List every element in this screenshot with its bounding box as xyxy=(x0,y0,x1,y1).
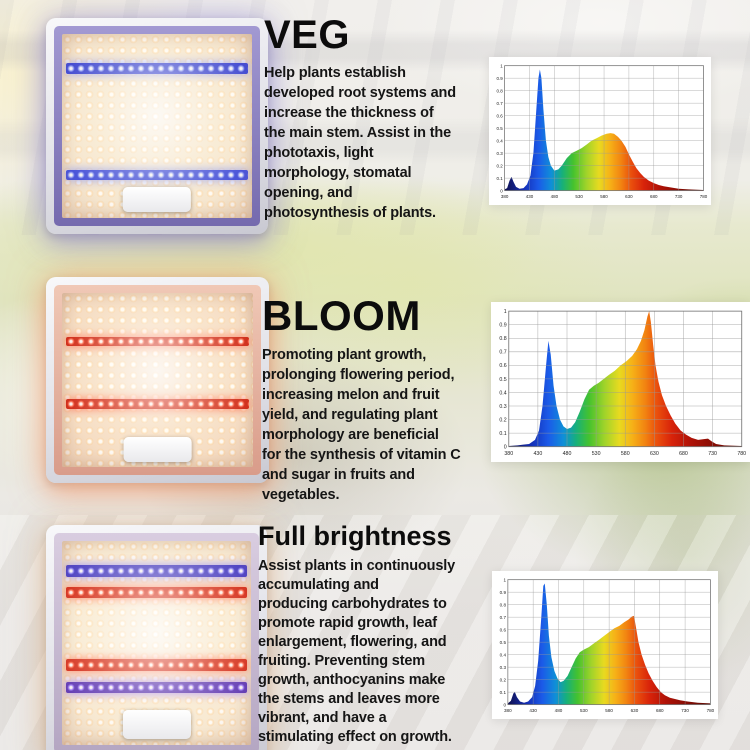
driver-box xyxy=(123,437,192,462)
svg-text:0.5: 0.5 xyxy=(497,126,504,131)
bloom-description: Promoting plant growth, prolonging flowe… xyxy=(262,347,461,504)
full-brightness-spectrum-plot: 0 0.1 0.2 0.3 0.4 0.5 0.6 0.7 0.8 0.9 1 380 430 480 53… xyxy=(495,574,715,716)
svg-text:0: 0 xyxy=(503,702,506,707)
svg-text:630: 630 xyxy=(625,194,633,199)
svg-text:730: 730 xyxy=(681,708,689,713)
svg-text:0.3: 0.3 xyxy=(497,151,504,156)
svg-text:580: 580 xyxy=(600,194,608,199)
svg-text:0.9: 0.9 xyxy=(500,590,507,595)
svg-text:0.8: 0.8 xyxy=(499,336,506,342)
svg-text:0.6: 0.6 xyxy=(497,113,504,118)
full-brightness-title: Full brightness xyxy=(258,521,452,551)
svg-text:0.3: 0.3 xyxy=(499,404,506,410)
svg-text:380: 380 xyxy=(504,451,513,457)
svg-text:430: 430 xyxy=(526,194,534,199)
svg-text:0.4: 0.4 xyxy=(499,390,506,396)
svg-text:0.1: 0.1 xyxy=(497,176,504,181)
svg-text:0.1: 0.1 xyxy=(500,690,507,695)
svg-text:0.1: 0.1 xyxy=(499,431,506,437)
full-brightness-light-panel-photo xyxy=(46,525,267,750)
svg-text:0.9: 0.9 xyxy=(499,323,506,329)
svg-text:1: 1 xyxy=(503,577,506,582)
veg-light-panel-photo xyxy=(46,18,268,234)
svg-text:680: 680 xyxy=(650,194,658,199)
svg-text:0.6: 0.6 xyxy=(500,627,507,632)
svg-text:730: 730 xyxy=(675,194,683,199)
led-board xyxy=(62,293,253,467)
svg-text:0: 0 xyxy=(504,445,507,451)
red-led-strip xyxy=(65,659,248,671)
svg-text:530: 530 xyxy=(575,194,583,199)
svg-text:0.8: 0.8 xyxy=(497,88,504,93)
bloom-light-panel-photo xyxy=(46,277,269,483)
svg-text:430: 430 xyxy=(529,708,537,713)
veg-description: Help plants establish developed root sys… xyxy=(264,65,456,221)
svg-text:0.7: 0.7 xyxy=(497,101,504,106)
blue-led-strip xyxy=(65,565,248,577)
full-brightness-description: Assist plants in continuously accumulati… xyxy=(258,558,456,746)
veg-spectrum-plot: 0 0.1 0.2 0.3 0.4 0.5 0.6 0.7 0.8 0.9 1 380 430 480 53… xyxy=(492,60,708,202)
svg-text:680: 680 xyxy=(656,708,664,713)
veg-spectrum-chart-card: 0 0.1 0.2 0.3 0.4 0.5 0.6 0.7 0.8 0.9 1 380 430 480 53… xyxy=(489,57,711,205)
svg-text:730: 730 xyxy=(708,451,717,457)
svg-text:0.8: 0.8 xyxy=(500,602,507,607)
svg-text:0.9: 0.9 xyxy=(497,76,504,81)
svg-text:0.5: 0.5 xyxy=(499,377,506,383)
svg-text:1: 1 xyxy=(504,309,507,315)
panel-bezel xyxy=(54,285,261,475)
svg-text:530: 530 xyxy=(580,708,588,713)
svg-text:1: 1 xyxy=(500,63,503,68)
panel-bezel xyxy=(54,533,259,750)
svg-text:480: 480 xyxy=(563,451,572,457)
svg-text:0.2: 0.2 xyxy=(500,677,507,682)
svg-text:0.6: 0.6 xyxy=(499,363,506,369)
svg-text:630: 630 xyxy=(631,708,639,713)
blue-led-strip xyxy=(65,63,249,74)
svg-text:0.4: 0.4 xyxy=(500,652,507,657)
svg-text:680: 680 xyxy=(679,451,688,457)
svg-text:0.2: 0.2 xyxy=(497,163,504,168)
svg-text:380: 380 xyxy=(504,708,512,713)
svg-text:0.5: 0.5 xyxy=(500,640,507,645)
full-brightness-text-block: Full brightness Assist plants in continu… xyxy=(258,522,490,747)
panel-bezel xyxy=(54,26,260,226)
led-board xyxy=(62,541,251,745)
svg-text:0.7: 0.7 xyxy=(500,615,507,620)
svg-text:480: 480 xyxy=(555,708,563,713)
blue-led-strip xyxy=(65,170,249,181)
svg-text:0.7: 0.7 xyxy=(499,350,506,356)
led-board xyxy=(62,34,252,218)
svg-text:530: 530 xyxy=(592,451,601,457)
driver-box xyxy=(122,710,191,739)
bloom-spectrum-plot: 0 0.1 0.2 0.3 0.4 0.5 0.6 0.7 0.8 0.9 1 380 430 480 53… xyxy=(494,305,747,459)
red-led-strip xyxy=(65,586,248,599)
svg-text:0.3: 0.3 xyxy=(500,665,507,670)
full-brightness-spectrum-chart-card: 0 0.1 0.2 0.3 0.4 0.5 0.6 0.7 0.8 0.9 1 380 430 480 53… xyxy=(492,571,718,719)
svg-text:0.4: 0.4 xyxy=(497,138,504,143)
svg-text:630: 630 xyxy=(650,451,659,457)
svg-text:430: 430 xyxy=(533,451,542,457)
svg-text:580: 580 xyxy=(621,451,630,457)
svg-text:780: 780 xyxy=(700,194,708,199)
svg-text:0: 0 xyxy=(500,188,503,193)
svg-text:780: 780 xyxy=(737,451,746,457)
purple-led-strip xyxy=(65,681,248,693)
bloom-spectrum-chart-card: 0 0.1 0.2 0.3 0.4 0.5 0.6 0.7 0.8 0.9 1 380 430 480 53… xyxy=(491,302,750,462)
driver-box xyxy=(122,186,192,213)
svg-text:780: 780 xyxy=(707,708,715,713)
veg-text-block: VEG Help plants establish developed root… xyxy=(264,14,490,223)
veg-title: VEG xyxy=(264,13,350,57)
svg-text:580: 580 xyxy=(605,708,613,713)
red-led-strip xyxy=(65,399,250,409)
red-led-strip xyxy=(65,336,250,347)
svg-text:0.2: 0.2 xyxy=(499,417,506,423)
svg-text:380: 380 xyxy=(501,194,509,199)
bloom-title: BLOOM xyxy=(262,292,421,339)
bloom-text-block: BLOOM Promoting plant growth, prolonging… xyxy=(262,292,490,505)
svg-text:480: 480 xyxy=(551,194,559,199)
